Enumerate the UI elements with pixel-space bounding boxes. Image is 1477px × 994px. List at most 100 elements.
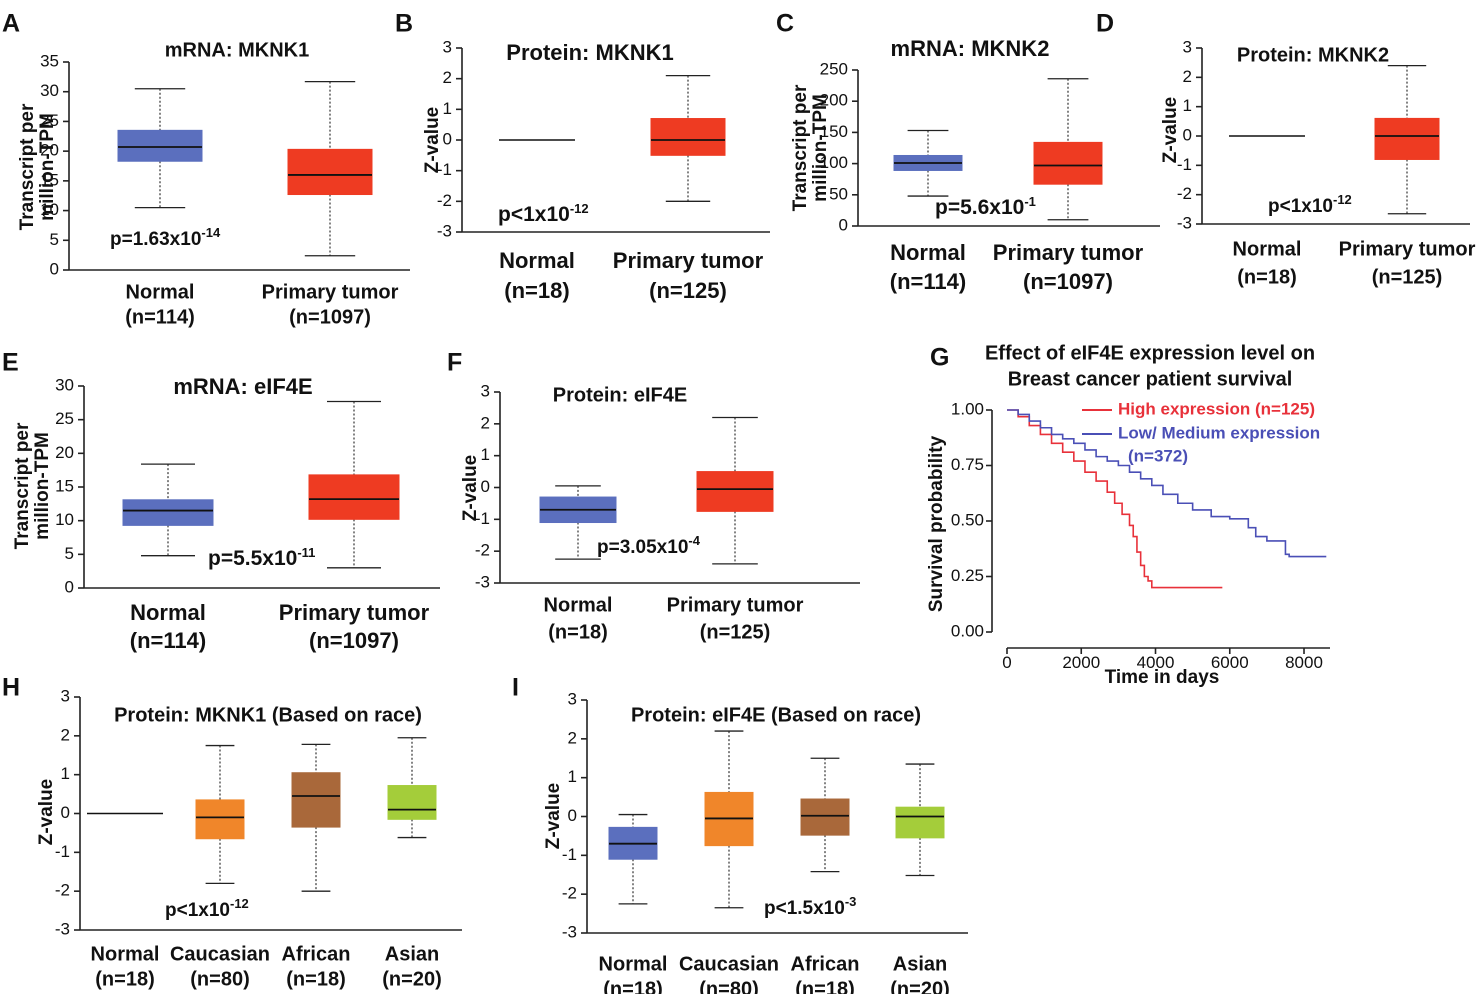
- p-value-base: p<1.5x10: [764, 898, 845, 919]
- y-tick-label: 3: [443, 37, 452, 56]
- y-tick-label: 2: [443, 68, 452, 87]
- y-axis-label-line: Z-value: [36, 779, 57, 846]
- x-axis-label: Time in days: [1105, 667, 1220, 688]
- box-african: African (n=18): [282, 743, 350, 990]
- iqr-box: [122, 499, 214, 526]
- p-value-base: p=5.5x10: [208, 547, 297, 570]
- y-tick-label: 3: [1183, 37, 1192, 56]
- y-tick-label: 0: [568, 806, 577, 825]
- panel-label: G: [930, 344, 949, 372]
- p-value-label: p<1.5x10-3: [764, 894, 856, 919]
- p-value-base: p<1x10: [1268, 196, 1333, 217]
- category-n-label: (n=125): [649, 278, 727, 303]
- y-tick-label: 20: [40, 141, 59, 160]
- y-axis-label: Survival probability: [926, 435, 947, 612]
- panel-label: B: [395, 10, 413, 38]
- box-normal: Normal (n=18): [499, 139, 575, 303]
- legend-label-high: High expression (n=125): [1118, 399, 1315, 418]
- panel-g: G Effect of eIF4E expression level on Brea…: [926, 342, 1330, 688]
- y-tick-label: -2: [55, 881, 70, 900]
- panel-label: C: [776, 10, 794, 38]
- y-tick-label: -2: [475, 541, 490, 560]
- box-caucasian: Caucasian (n=80): [679, 730, 779, 994]
- iqr-box: [291, 772, 341, 828]
- y-tick-label: -2: [1177, 184, 1192, 203]
- survival-curve-low: [1007, 409, 1327, 558]
- y-tick-label: -1: [55, 842, 70, 861]
- category-label: Primary tumor: [279, 600, 430, 625]
- box-normal: Normal (n=114): [117, 88, 203, 328]
- panel-f: F Protein: eIF4E -3 -2 -1 0 1 2 3 Z-value Normal (n…: [447, 349, 860, 643]
- y-tick-label: -1: [1177, 155, 1192, 174]
- box-primary-tumor: Primary tumor (n=1097): [993, 78, 1144, 294]
- category-label: Primary tumor: [1339, 238, 1476, 260]
- y-tick-label: 15: [40, 170, 59, 189]
- chart-title: Protein: eIF4E (Based on race): [631, 704, 921, 726]
- p-value-base: p<1x10: [165, 900, 230, 921]
- iqr-box: [895, 806, 945, 839]
- iqr-box: [1033, 141, 1103, 185]
- box-normal: Normal (n=18): [599, 813, 668, 994]
- chart-title: mRNA: MKNK1: [165, 39, 309, 61]
- y-tick-label: 25: [55, 409, 74, 428]
- y-tick-label: -3: [437, 221, 452, 240]
- category-n-label: (n=18): [504, 278, 569, 303]
- category-n-label: (n=18): [286, 968, 345, 990]
- box-primary-tumor: Primary tumor (n=1097): [279, 400, 430, 653]
- y-axis-label-line: Transcript per: [17, 103, 38, 230]
- category-label: Primary tumor: [613, 248, 764, 273]
- box-primary-tumor: Primary tumor (n=125): [613, 74, 764, 303]
- iqr-box: [195, 799, 245, 840]
- y-tick-label: 1: [443, 99, 452, 118]
- box-normal: Normal (n=114): [122, 463, 214, 653]
- y-axis-label: Z-value: [36, 779, 57, 846]
- p-value-exponent: -12: [1333, 192, 1352, 207]
- y-tick-label: -1: [437, 160, 452, 179]
- y-tick-label: -2: [437, 191, 452, 210]
- category-label: Normal: [599, 953, 668, 975]
- category-label: Normal: [499, 248, 575, 273]
- y-tick-label: 20: [55, 443, 74, 462]
- chart-title: mRNA: MKNK2: [891, 36, 1050, 61]
- x-tick-label: 2000: [1062, 653, 1100, 672]
- panel-label: D: [1096, 10, 1114, 38]
- p-value-exponent: -11: [297, 545, 315, 560]
- y-axis-label: Z-value: [460, 455, 481, 522]
- p-value-base: p<1x10: [498, 203, 570, 226]
- panel-d: D Protein: MKNK2 -3 -2 -1 0 1 2 3 Z-value Normal (n…: [1096, 10, 1476, 289]
- category-n-label: (n=114): [125, 306, 194, 328]
- y-tick-label: 3: [568, 689, 577, 708]
- category-label: Normal: [1233, 238, 1302, 260]
- y-tick-label: 10: [40, 200, 59, 219]
- box-primary-tumor: Primary tumor (n=1097): [262, 80, 399, 328]
- y-tick-label: 1: [568, 767, 577, 786]
- p-value-exponent: -14: [201, 225, 221, 240]
- y-tick-label: -3: [55, 919, 70, 938]
- y-axis-label-line: Z-value: [543, 783, 564, 850]
- panel-label: I: [512, 674, 519, 702]
- category-n-label: (n=125): [1372, 266, 1443, 288]
- iqr-box: [650, 118, 726, 156]
- category-label: Primary tumor: [993, 240, 1144, 265]
- box-african: African (n=18): [791, 757, 859, 994]
- y-tick-label: 150: [820, 122, 848, 141]
- category-label: Asian: [893, 953, 947, 975]
- p-value-label: p=1.63x10-14: [110, 225, 221, 250]
- y-tick-label: 250: [820, 59, 848, 78]
- category-label: Primary tumor: [262, 281, 399, 303]
- iqr-box: [387, 785, 437, 820]
- box-caucasian: Caucasian (n=80): [170, 744, 270, 990]
- category-label: Caucasian: [170, 943, 270, 965]
- p-value-label: p<1x10-12: [498, 201, 589, 226]
- p-value-exponent: -12: [570, 201, 589, 216]
- category-n-label: (n=18): [548, 621, 607, 643]
- p-value-base: p=5.6x10: [935, 196, 1024, 219]
- category-label: Normal: [126, 281, 195, 303]
- y-axis-label: Z-value: [543, 783, 564, 850]
- box-primary-tumor: Primary tumor (n=125): [1339, 64, 1476, 288]
- box-asian: Asian (n=20): [890, 763, 950, 994]
- legend: High expression (n=125) Low/ Medium expre…: [1082, 399, 1320, 465]
- chart-title: Effect of eIF4E expression level on: [985, 342, 1315, 364]
- panel-label: E: [2, 349, 19, 377]
